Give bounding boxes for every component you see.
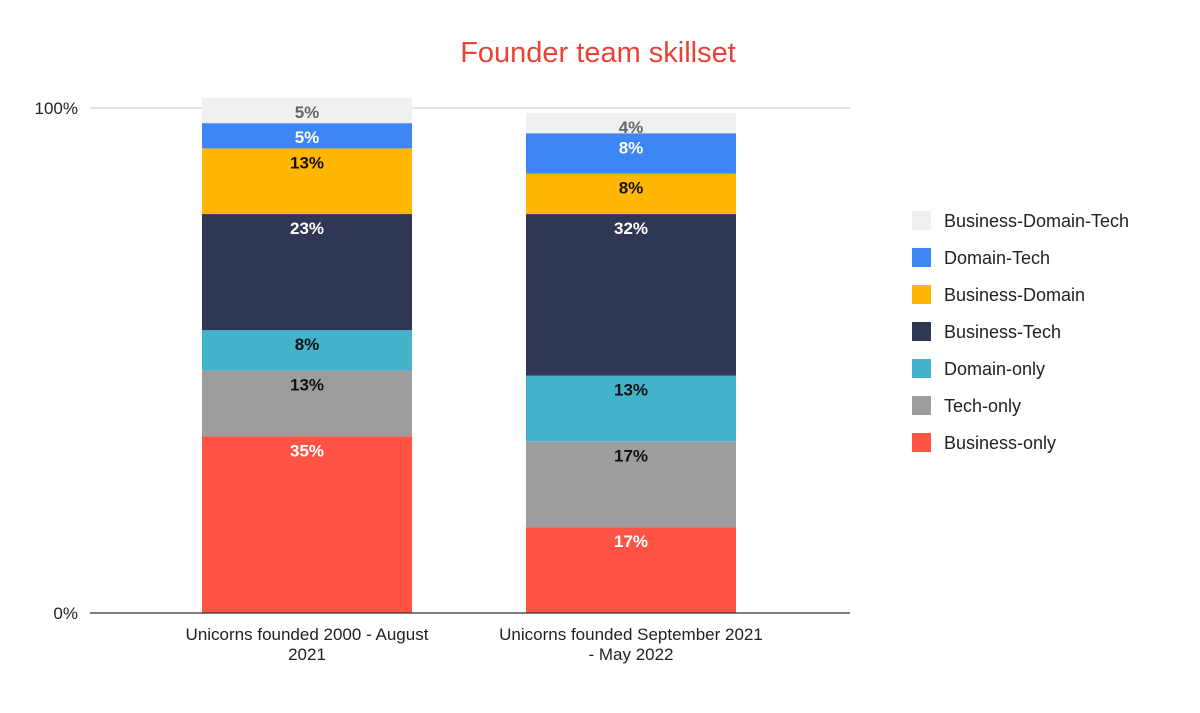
data-label: 8% bbox=[619, 179, 644, 198]
data-labels: 35%13%8%23%13%5%5%17%17%13%32%8%8%4% bbox=[290, 103, 648, 551]
category-label: 2021 bbox=[288, 645, 326, 664]
data-label: 17% bbox=[614, 532, 648, 551]
legend-label: Business-Domain-Tech bbox=[944, 211, 1129, 231]
legend-swatch bbox=[912, 248, 931, 267]
data-label: 13% bbox=[290, 376, 324, 395]
legend-label: Business-Tech bbox=[944, 322, 1061, 342]
bar-segment-business-domain bbox=[526, 173, 736, 215]
bar-segment-business-domain bbox=[202, 148, 412, 215]
legend-label: Business-only bbox=[944, 433, 1056, 453]
data-label: 8% bbox=[619, 138, 644, 157]
bar-segment-business-domain-tech bbox=[526, 113, 736, 134]
bar-segment-business-tech bbox=[526, 214, 736, 376]
legend: Business-Domain-Tech Domain-Tech Business-… bbox=[912, 211, 1129, 453]
data-label: 5% bbox=[295, 103, 320, 122]
y-tick-label: 100% bbox=[35, 99, 78, 118]
legend-label: Domain-Tech bbox=[944, 248, 1050, 268]
bar-segments bbox=[202, 97, 736, 613]
data-label: 35% bbox=[290, 441, 324, 460]
bar-segment-domain-only bbox=[526, 375, 736, 442]
legend-label: Domain-only bbox=[944, 359, 1045, 379]
legend-swatch bbox=[912, 285, 931, 304]
legend-swatch bbox=[912, 396, 931, 415]
bar-segment-domain-only bbox=[202, 330, 412, 371]
legend-swatch bbox=[912, 211, 931, 230]
data-label: 4% bbox=[619, 118, 644, 137]
bar-segment-domain-tech bbox=[202, 123, 412, 149]
data-label: 17% bbox=[614, 446, 648, 465]
data-label: 13% bbox=[614, 381, 648, 400]
chart-title: Founder team skillset bbox=[460, 37, 736, 69]
bar-segment-tech-only bbox=[202, 370, 412, 437]
data-label: 5% bbox=[295, 128, 320, 147]
bar-segment-domain-tech bbox=[526, 133, 736, 174]
data-label: 13% bbox=[290, 153, 324, 172]
legend-swatch bbox=[912, 433, 931, 452]
bar-segment-business-only bbox=[526, 527, 736, 613]
category-label: Unicorns founded September 2021 bbox=[499, 625, 763, 644]
bar-segment-tech-only bbox=[526, 441, 736, 528]
category-label: - May 2022 bbox=[588, 645, 673, 664]
legend-label: Tech-only bbox=[944, 396, 1021, 416]
bar-segment-business-domain-tech bbox=[202, 97, 412, 124]
category-label: Unicorns founded 2000 - August bbox=[186, 625, 429, 644]
data-label: 32% bbox=[614, 219, 648, 238]
y-tick-label: 0% bbox=[53, 604, 78, 623]
legend-swatch bbox=[912, 359, 931, 378]
bar-segment-business-only bbox=[202, 436, 412, 613]
legend-swatch bbox=[912, 322, 931, 341]
data-label: 23% bbox=[290, 219, 324, 238]
data-label: 8% bbox=[295, 335, 320, 354]
bar-segment-business-tech bbox=[202, 214, 412, 331]
legend-label: Business-Domain bbox=[944, 285, 1085, 305]
